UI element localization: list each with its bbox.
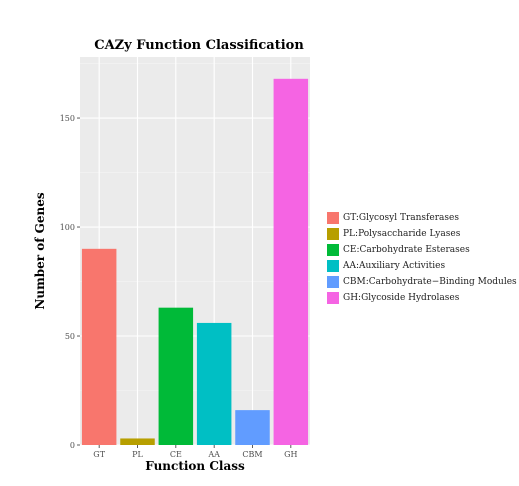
bar-pl <box>120 438 155 445</box>
y-tick-label: 100 <box>60 223 75 232</box>
x-tick-label: PL <box>132 450 143 459</box>
legend-label: AA:Auxiliary Activities <box>343 260 446 271</box>
chart-title: CAZy Function Classification <box>94 38 304 53</box>
legend-swatch <box>327 291 339 304</box>
x-axis-ticks: GT PL CE AA CBM GH <box>93 445 298 459</box>
bar-ce <box>158 307 194 445</box>
bars-group <box>81 78 309 445</box>
legend-item: PL:Polysaccharide Lyases <box>327 226 517 241</box>
legend: GT:Glycosyl Transferases PL:Polysaccharid… <box>327 210 517 306</box>
legend-item: GT:Glycosyl Transferases <box>327 210 517 225</box>
legend-item: GH:Glycoside Hydrolases <box>327 290 517 305</box>
x-tick-label: GT <box>93 450 105 459</box>
x-tick-label: CE <box>170 450 182 459</box>
bar-aa <box>196 322 232 445</box>
y-tick-label: 150 <box>60 114 75 123</box>
x-tick-label: AA <box>207 450 220 459</box>
legend-swatch <box>327 211 339 224</box>
y-axis-label: Number of Genes <box>33 192 47 310</box>
legend-swatch <box>327 243 339 256</box>
y-tick-label: 0 <box>70 441 75 450</box>
legend-item: CBM:Carbohydrate−Binding Modules <box>327 274 517 289</box>
x-tick-label: GH <box>284 450 297 459</box>
legend-label: GT:Glycosyl Transferases <box>343 212 459 223</box>
bar-cbm <box>235 410 270 445</box>
legend-swatch <box>327 275 339 288</box>
legend-swatch <box>327 259 339 272</box>
legend-label: PL:Polysaccharide Lyases <box>343 228 461 239</box>
legend-label: CE:Carbohydrate Esterases <box>343 244 470 255</box>
legend-label: CBM:Carbohydrate−Binding Modules <box>343 276 517 287</box>
legend-item: CE:Carbohydrate Esterases <box>327 242 517 257</box>
x-axis-label: Function Class <box>145 459 245 473</box>
bar-gt <box>81 248 117 445</box>
legend-label: GH:Glycoside Hydrolases <box>343 292 460 303</box>
y-axis-ticks: 0 50 100 150 <box>60 114 80 450</box>
bar-gh <box>273 78 309 445</box>
plot-panel <box>80 57 310 445</box>
y-tick-label: 50 <box>65 332 75 341</box>
legend-item: AA:Auxiliary Activities <box>327 258 517 273</box>
x-tick-label: CBM <box>242 450 262 459</box>
legend-swatch <box>327 227 339 240</box>
